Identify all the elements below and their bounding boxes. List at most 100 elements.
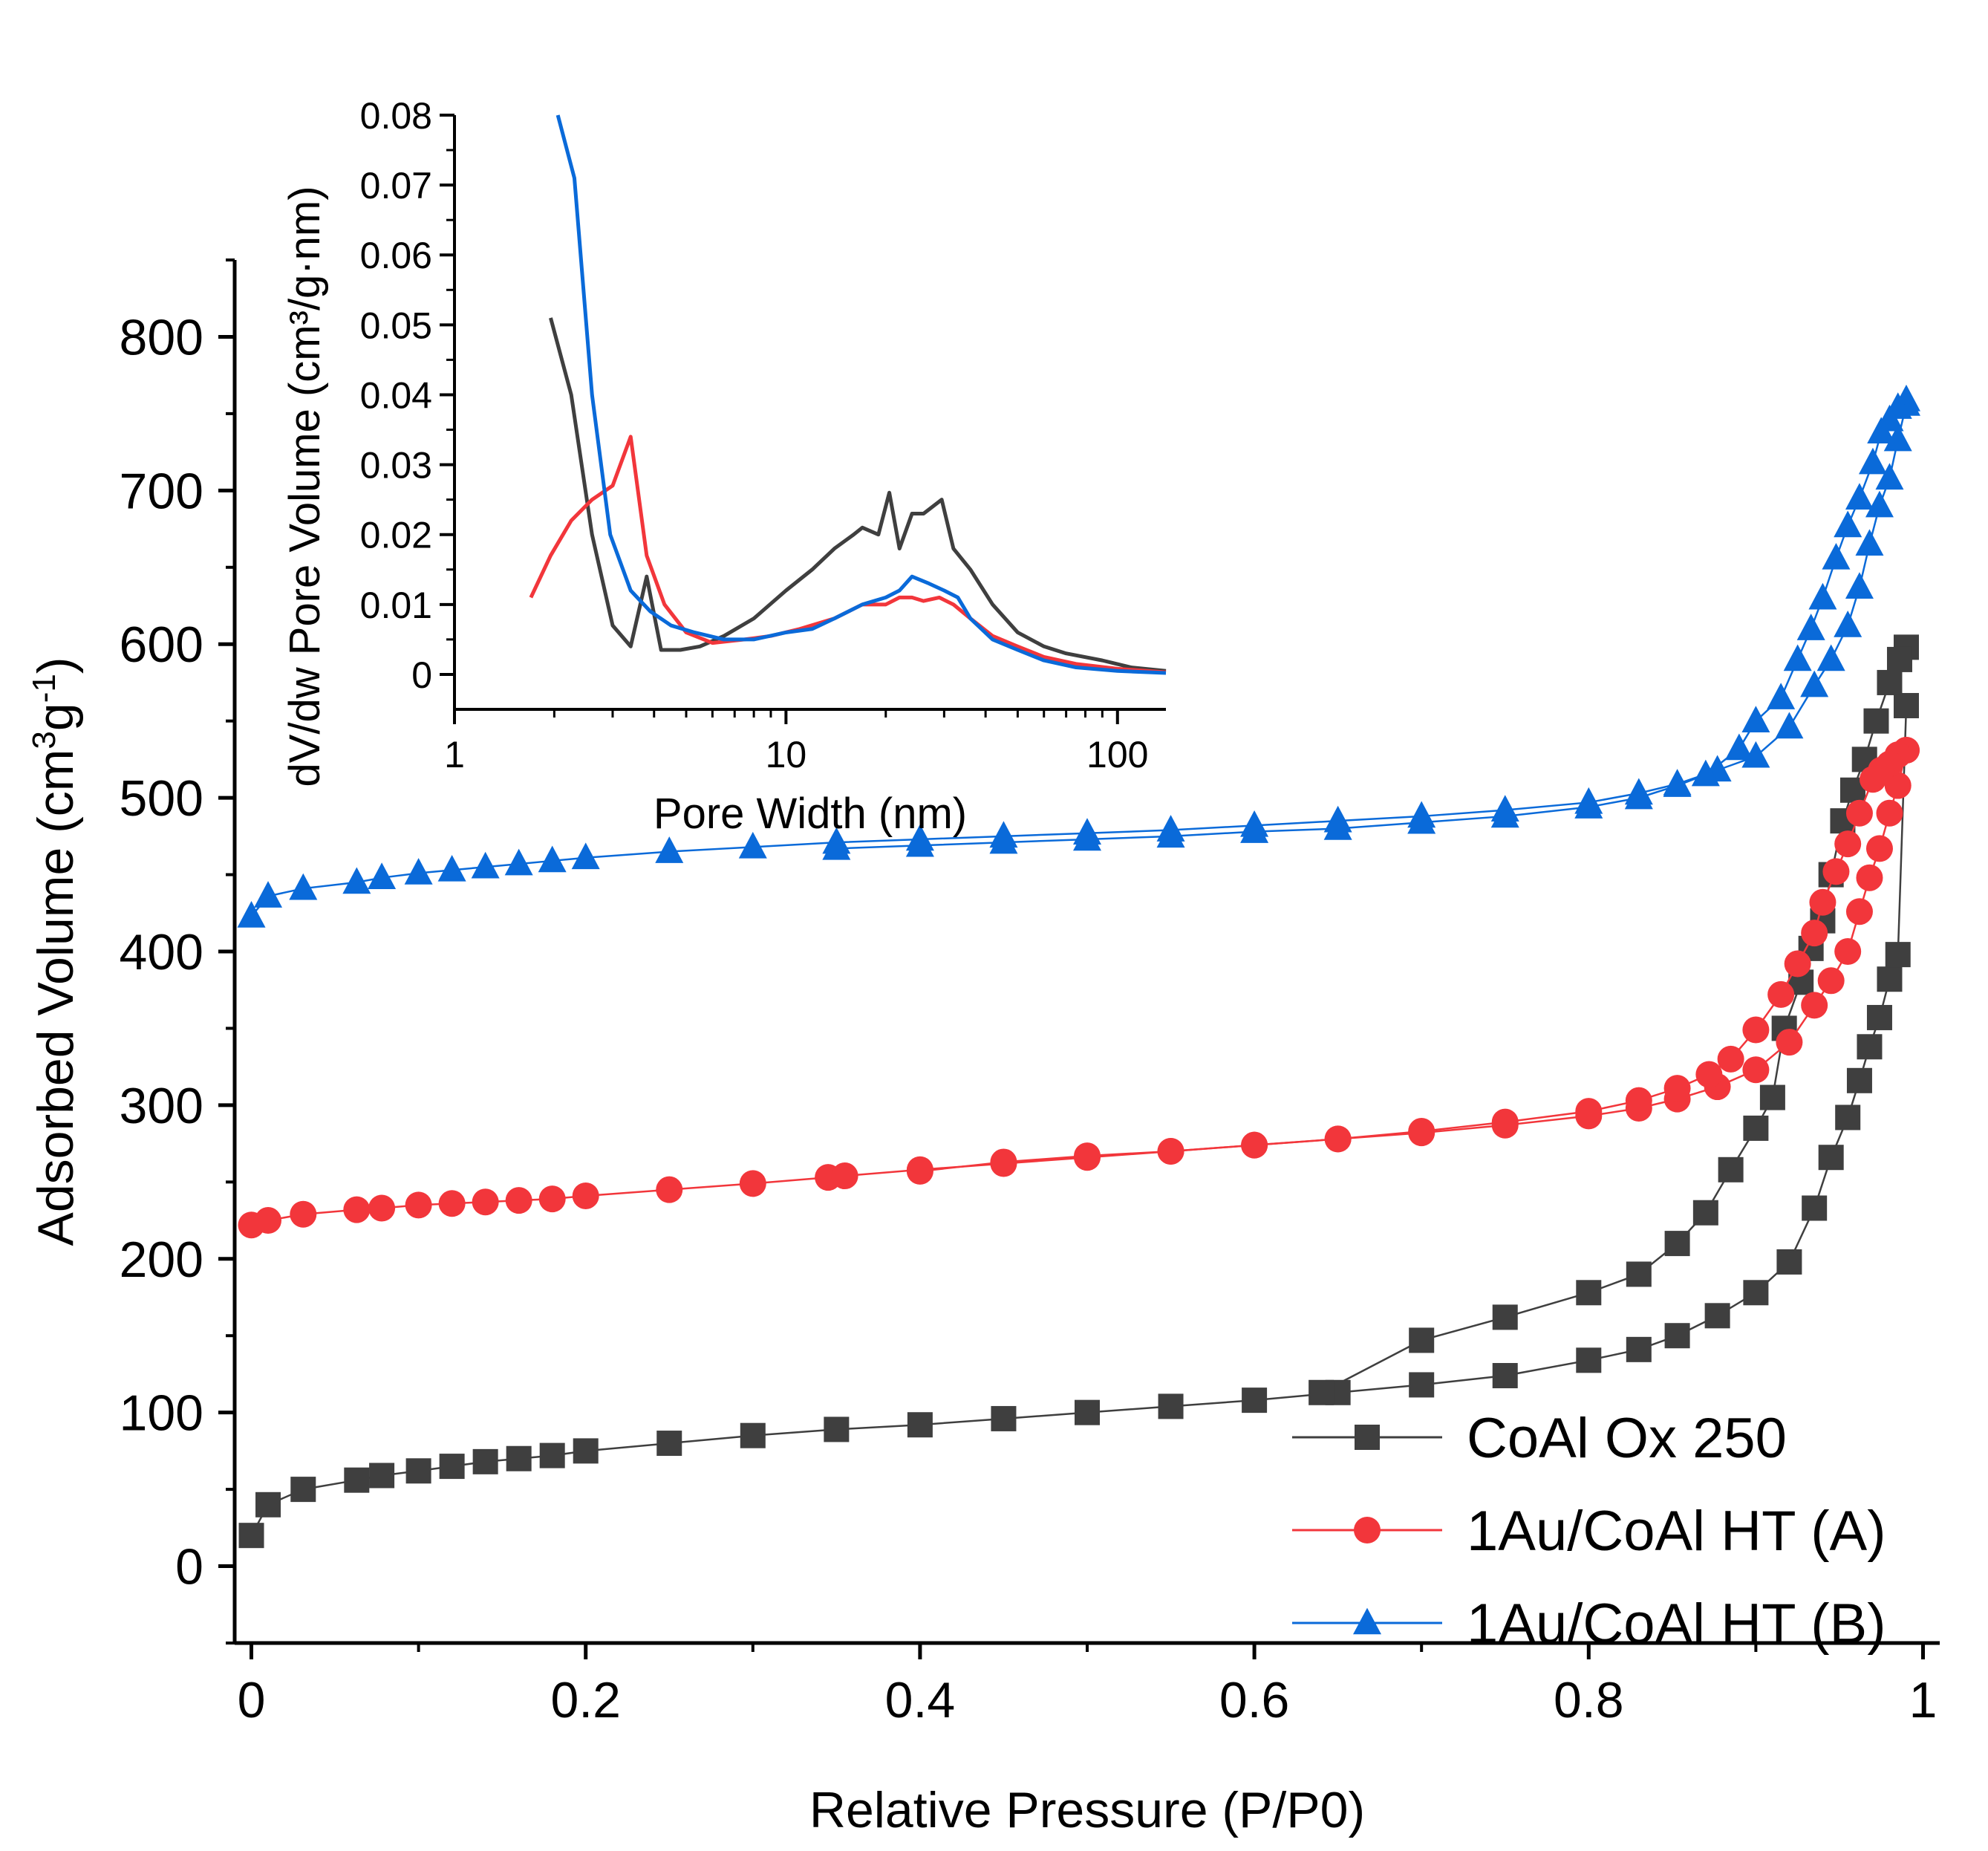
1au-coal-ht-b-adsorption-point — [437, 854, 466, 882]
coal-ox-250-adsorption-point — [1576, 1347, 1602, 1373]
1au-coal-ht-a-adsorption-point — [831, 1162, 858, 1190]
1au-coal-ht-b-desorption-point — [822, 833, 851, 860]
1au-coal-ht-b-adsorption-point — [1875, 463, 1904, 490]
1au-coal-ht-a-desorption-point — [1625, 1087, 1652, 1114]
main-x-tick-label: 0.6 — [1219, 1672, 1290, 1728]
coal-ox-250-adsorption-point — [1743, 1280, 1769, 1306]
coal-ox-250-desorption-point — [1492, 1304, 1518, 1330]
coal-ox-250-adsorption-point — [506, 1445, 532, 1471]
legend-item-1au-coal-ht-b: 1Au/CoAl HT (B) — [1292, 1593, 1886, 1656]
1au-coal-ht-b-desorption-point — [1663, 770, 1692, 797]
1au-coal-ht-b-adsorption-point — [237, 901, 266, 928]
1au-coal-ht-b-adsorption-point — [404, 858, 433, 885]
1au-coal-ht-b-desorption-point — [989, 827, 1018, 854]
inset-y-ticks: 0 0.01 0.02 0.03 0.04 0.05 0.06 0.07 0.08 — [360, 95, 454, 696]
coal-ox-250-desorption-point — [1759, 1084, 1785, 1110]
inset-y-tick-label: 0.06 — [360, 235, 432, 276]
1au-coal-ht-a-adsorption-point — [505, 1187, 532, 1214]
coal-ox-250-adsorption-point — [1885, 942, 1911, 968]
1au-coal-ht-a-adsorption-point — [472, 1188, 499, 1216]
1au-coal-ht-b-desorption-point — [1858, 447, 1887, 475]
1au-coal-ht-b-adsorption-point — [1741, 741, 1770, 768]
coal-ox-250-adsorption-point — [344, 1467, 370, 1493]
main-y-tick-label: 0 — [175, 1539, 203, 1595]
coal-ox-250-adsorption-point — [1242, 1388, 1268, 1414]
1au-coal-ht-b-desorption-point — [1490, 801, 1519, 828]
1au-coal-ht-b-desorption-point — [1867, 417, 1896, 444]
coal-ox-250-adsorption-point — [1664, 1323, 1690, 1349]
coal-ox-250-adsorption-point — [1818, 1145, 1844, 1171]
inset-x-tick-label: 10 — [766, 734, 807, 775]
1au-coal-ht-b-desorption-point — [1624, 782, 1653, 810]
inset-x-axis-title: Pore Width (nm) — [654, 790, 967, 838]
1au-coal-ht-a-adsorption-point — [343, 1196, 371, 1223]
inset-y-tick-label: 0.03 — [360, 445, 432, 487]
coal-ox-250-desorption-point — [1576, 1280, 1602, 1306]
1au-coal-ht-a-adsorption-point — [739, 1170, 766, 1197]
1au-coal-ht-b-adsorption-point — [504, 848, 533, 876]
series-1au-coal-ht-a — [238, 736, 1920, 1239]
coal-ox-250-desorption-point — [1626, 1261, 1652, 1287]
1au-coal-ht-a-desorption-point — [1408, 1118, 1435, 1145]
main-y-tick-label: 500 — [120, 770, 203, 827]
main-y-axis-title-sup2: -1 — [26, 674, 62, 703]
coal-ox-250-adsorption-point — [1866, 1004, 1892, 1030]
1au-coal-ht-b-adsorption-point — [538, 845, 567, 873]
coal-ox-250-desorption-point — [1886, 646, 1912, 672]
1au-coal-ht-a-desorption-point — [990, 1148, 1017, 1176]
main-y-tick-label: 200 — [120, 1232, 203, 1288]
main-y-tick-label: 300 — [120, 1078, 203, 1134]
1au-coal-ht-a-desorption-point — [1663, 1075, 1691, 1102]
main-x-tick-label: 0 — [238, 1672, 266, 1728]
1au-coal-ht-a-desorption-point — [1157, 1137, 1184, 1165]
main-y-axis-title-mid: g — [27, 703, 84, 731]
1au-coal-ht-a-adsorption-point — [290, 1200, 317, 1228]
coal-ox-250-adsorption-point — [439, 1454, 465, 1480]
coal-ox-250-adsorption-point — [1158, 1393, 1184, 1419]
coal-ox-250-adsorption-point — [290, 1477, 316, 1503]
series-1au-coal-ht-b — [237, 384, 1920, 928]
inset-y-tick-label: 0.05 — [360, 305, 432, 346]
main-y-axis-title-end: ) — [27, 657, 84, 674]
1au-coal-ht-b-desorption-point — [1845, 483, 1874, 510]
coal-ox-250-adsorption-point — [238, 1523, 264, 1549]
1au-coal-ht-a-adsorption-point — [572, 1182, 599, 1209]
coal-ox-250-desorption-point — [1877, 669, 1903, 695]
coal-ox-250-adsorption-point — [740, 1422, 766, 1448]
1au-coal-ht-b-desorption-point — [1767, 683, 1796, 709]
coal-ox-250-adsorption-point — [539, 1442, 565, 1468]
inset-axes — [453, 115, 1166, 711]
1au-coal-ht-a-adsorption-point — [368, 1194, 396, 1222]
coal-ox-250-adsorption-point — [472, 1448, 498, 1474]
coal-ox-250-adsorption-point — [1075, 1399, 1100, 1425]
inset-y-tick-label: 0.02 — [360, 515, 432, 556]
1au-coal-ht-a-adsorption-point — [656, 1176, 683, 1203]
inset-series-layer — [529, 114, 1167, 675]
1au-coal-ht-a-adsorption-point — [1817, 967, 1845, 995]
1au-coal-ht-a-desorption-point — [1809, 888, 1837, 916]
legend: CoAl Ox 250 1Au/CoAl HT (A) 1Au/CoAl HT (B… — [1292, 1407, 1886, 1656]
inset-x-tick-label: 1 — [444, 734, 465, 775]
1au-coal-ht-b-adsorption-point — [1865, 490, 1894, 518]
main-x-ticks: 0 0.2 0.4 0.6 0.8 1 — [238, 1643, 1938, 1728]
1au-coal-ht-b-adsorption-point — [1834, 610, 1862, 637]
legend-label-1au-coal-ht-a: 1Au/CoAl HT (A) — [1467, 1500, 1886, 1563]
1au-coal-ht-b-desorption-point — [1834, 510, 1862, 538]
inset-x-ticks: 1 10 100 — [444, 709, 1148, 775]
main-y-tick-label: 600 — [120, 617, 203, 673]
coal-ox-250-desorption-point — [1692, 1200, 1718, 1226]
inset-y-tick-label: 0 — [411, 654, 432, 696]
1au-coal-ht-a-adsorption-point — [438, 1190, 466, 1217]
1au-coal-ht-a-adsorption-point — [1865, 835, 1893, 862]
1au-coal-ht-b-desorption-point — [905, 830, 934, 857]
coal-ox-250-adsorption-point — [1802, 1195, 1828, 1221]
1au-coal-ht-b-desorption-point — [1073, 824, 1101, 851]
inset-y-tick-label: 0.01 — [360, 585, 432, 626]
main-y-axis-title-sup1: 3 — [26, 731, 62, 749]
1au-coal-ht-b-desorption-point — [1323, 813, 1352, 840]
main-y-tick-label: 800 — [120, 309, 203, 365]
coal-ox-250-adsorption-point — [1626, 1336, 1652, 1362]
main-x-tick-label: 1 — [1909, 1672, 1938, 1728]
1au-coal-ht-a-adsorption-point — [1834, 938, 1862, 965]
